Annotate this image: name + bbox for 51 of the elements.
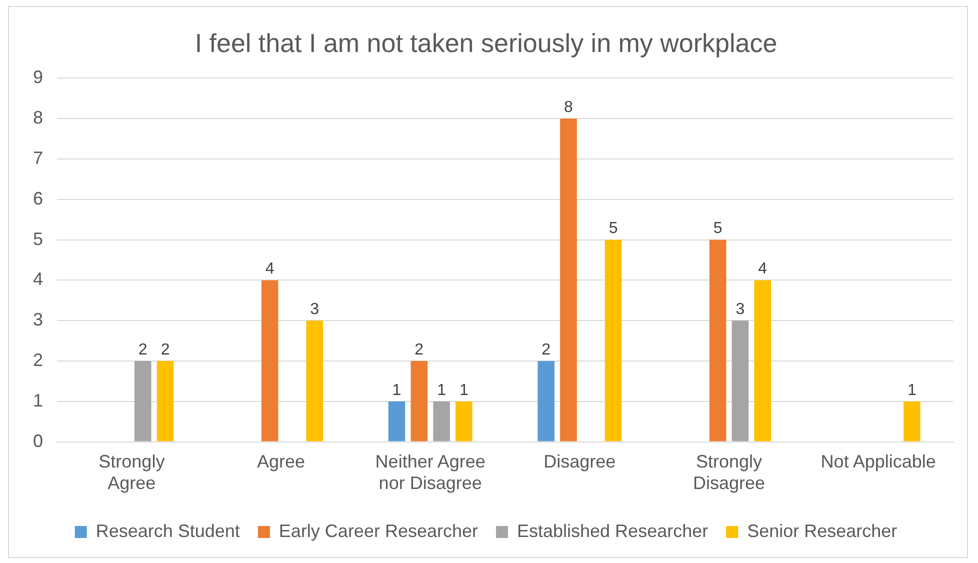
bar [560,118,577,442]
legend-label: Senior Researcher [747,520,898,541]
data-label: 2 [542,341,551,358]
data-label: 2 [414,341,424,358]
bar [410,361,428,442]
bar [604,240,622,442]
x-tick-label: Neither Agree nor Disagree [375,452,486,494]
bar [306,320,324,442]
data-label: 1 [459,382,468,399]
bar [709,240,726,442]
bar [388,401,406,442]
bar [261,280,278,442]
data-label: 1 [437,382,446,399]
data-label: 1 [392,382,402,399]
bar [456,401,472,442]
legend-label: Early Career Researcher [278,520,478,541]
y-tick-label: 6 [32,188,44,208]
y-tick-label: 7 [32,148,44,168]
bar [538,361,554,442]
data-label: 2 [160,341,170,358]
data-label: 1 [907,382,916,399]
y-tick-label: 3 [32,310,44,330]
legend-label: Research Student [96,520,240,541]
x-tick-label: Agree [256,452,306,472]
y-tick-label: 0 [32,430,44,451]
y-tick-label: 9 [32,67,44,88]
data-label: 2 [138,341,148,358]
y-tick-label: 1 [32,390,44,410]
bar [134,361,152,442]
y-tick-label: 4 [32,269,44,290]
chart-title: I feel that I am not taken seriously in my workplace [194,28,778,58]
data-label: 3 [310,301,320,318]
bar [433,401,450,442]
legend-label: Established Researcher [516,520,708,541]
data-label: 5 [713,220,722,238]
data-label: 4 [265,260,274,278]
y-tick-label: 2 [32,350,44,370]
bar [732,320,749,442]
data-label: 4 [758,260,768,278]
x-tick-label: Disagree [544,452,616,472]
data-label: 5 [608,220,618,238]
bar [156,361,174,442]
y-tick-label: 8 [32,108,44,128]
bar [904,401,920,442]
x-tick-label: Strongly Agree [98,452,165,494]
bar [754,280,771,442]
data-label: 8 [564,99,574,116]
x-tick-label: Not Applicable [820,452,936,472]
data-label: 3 [736,301,745,318]
x-tick-label: Strongly Disagree [692,452,766,494]
y-tick-label: 5 [32,228,44,249]
